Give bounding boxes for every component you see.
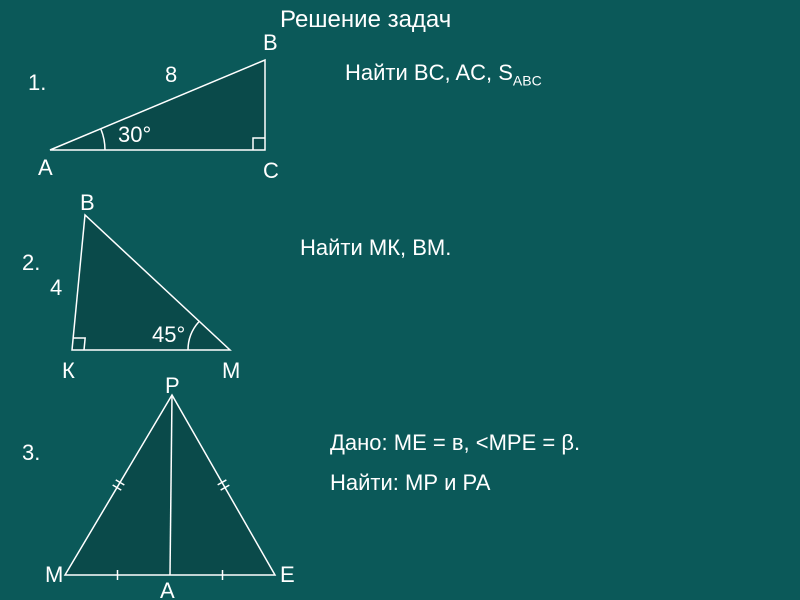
- p2-angle-45: 45°: [152, 322, 185, 348]
- p1-number: 1.: [28, 70, 46, 96]
- p1-vertex-A: А: [38, 155, 53, 181]
- stage: Решение задач 1. А В С 8 30° Найти BC, A…: [0, 0, 800, 600]
- p3-vertex-E: Е: [280, 562, 295, 588]
- p3-task-find: Найти: МР и РА: [330, 470, 490, 496]
- p1-vertex-C: С: [263, 158, 279, 184]
- p1-task-prefix: Найти BC, AC, S: [345, 60, 513, 85]
- p3-vertex-A: А: [160, 578, 175, 600]
- p2-vertex-K: К: [62, 358, 75, 384]
- p3-task-given: Дано: МЕ = в, <МРЕ = β.: [330, 430, 580, 456]
- page-title: Решение задач: [280, 6, 451, 34]
- p3-vertex-M: М: [45, 562, 63, 588]
- p2-task: Найти МК, ВМ.: [300, 235, 451, 261]
- p2-vertex-M: М: [222, 358, 240, 384]
- p3-vertex-P: Р: [165, 373, 180, 399]
- p2-vertex-B: В: [80, 190, 95, 216]
- p2-side-4: 4: [50, 275, 62, 301]
- p1-task-sub: ABC: [513, 72, 542, 88]
- p1-vertex-B: В: [263, 30, 278, 56]
- p1-angle-30: 30°: [118, 122, 151, 148]
- diagram-svg: [0, 0, 800, 600]
- p3-number: 3.: [22, 440, 40, 466]
- p1-task: Найти BC, AC, SABC: [345, 60, 542, 88]
- p2-number: 2.: [22, 250, 40, 276]
- p1-side-8: 8: [165, 62, 177, 88]
